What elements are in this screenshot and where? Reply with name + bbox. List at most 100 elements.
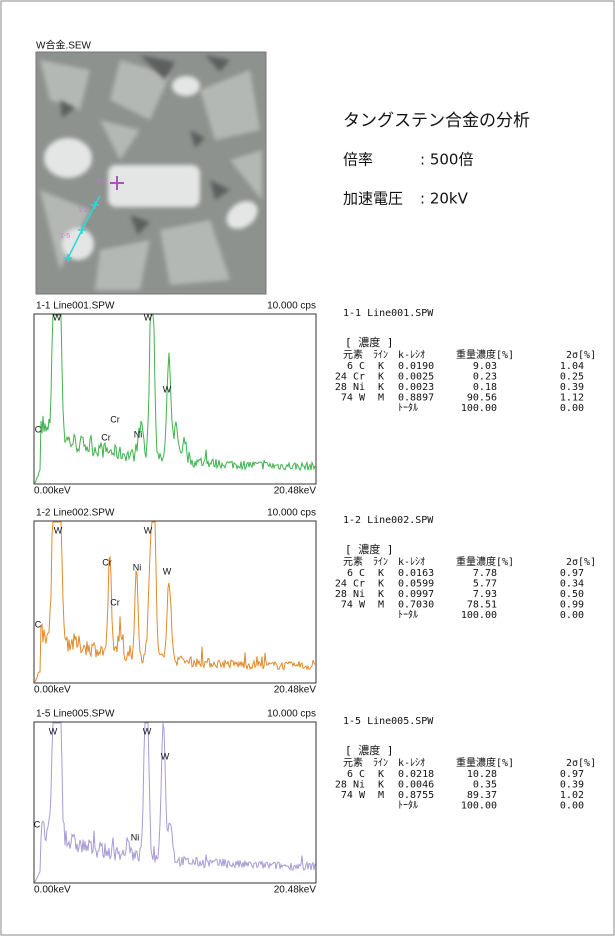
table-cell: 0.23 xyxy=(473,372,497,383)
peak-label: W xyxy=(49,726,58,736)
table-cell: 1.02 xyxy=(560,790,584,801)
peak-label: W xyxy=(144,312,153,322)
table-cell: 9.03 xyxy=(473,361,497,372)
table-cell: 0.97 xyxy=(560,568,584,579)
table-cell: 6 C xyxy=(347,769,365,780)
table-cell: 0.7030 xyxy=(398,600,434,611)
peak-label: C xyxy=(34,819,41,829)
table-cell: 0.0218 xyxy=(398,769,434,780)
total-cell: 0.00 xyxy=(560,801,584,812)
image-label: W合金.SEW xyxy=(36,39,92,52)
table-cell: 28 Ni xyxy=(335,589,365,600)
peak-label: W xyxy=(163,384,172,394)
column-header: 重量濃度[%] xyxy=(456,555,514,568)
spectrum-x-start: 0.00keV xyxy=(34,885,71,896)
peak-label: W xyxy=(161,751,170,761)
peak-label: Cr xyxy=(110,597,120,607)
table-cell: 0.0997 xyxy=(398,589,434,600)
table-cell: 28 Ni xyxy=(335,780,365,791)
table-cell: 90.56 xyxy=(467,393,497,404)
result-heading: [ 濃度 ] xyxy=(345,743,394,757)
column-header: k-ﾚｼｵ xyxy=(398,349,425,361)
table-cell: 0.8897 xyxy=(398,393,434,404)
spectrum-frame xyxy=(34,314,316,484)
peak-label: Ni xyxy=(134,429,143,439)
table-cell: M xyxy=(378,600,384,611)
peak-label: C xyxy=(35,619,42,629)
voltage-label: 加速電圧 xyxy=(343,190,403,208)
column-header: 元素 xyxy=(343,555,363,568)
table-cell: 7.93 xyxy=(473,589,497,600)
table-cell: K xyxy=(378,568,384,579)
total-cell: 100.00 xyxy=(461,403,497,414)
total-cell: 100.00 xyxy=(461,801,497,812)
spectrum-name: 1-5 Line005.SPW xyxy=(36,709,115,720)
column-header: 元素 xyxy=(343,348,363,361)
document-page: W合金.SEW1-11-21-5タングステン合金の分析倍率: 500倍加速電圧:… xyxy=(0,0,615,936)
result-heading: [ 濃度 ] xyxy=(345,542,394,556)
sem-image xyxy=(36,52,266,294)
table-cell: M xyxy=(378,790,384,801)
table-cell: 0.97 xyxy=(560,769,584,780)
spectrum-x-start: 0.00keV xyxy=(34,685,71,696)
table-cell: 24 Cr xyxy=(335,579,365,590)
spectrum-scale: 10.000 cps xyxy=(267,709,316,720)
peak-label: W xyxy=(54,525,63,535)
magnification-value: : 500倍 xyxy=(420,151,473,169)
total-cell: ﾄｰﾀﾙ xyxy=(398,609,418,621)
spectrum-x-start: 0.00keV xyxy=(34,486,71,497)
spectrum-name: 1-2 Line002.SPW xyxy=(36,508,115,519)
result-file: 1-5 Line005.SPW xyxy=(343,716,434,727)
table-cell: 10.28 xyxy=(467,769,497,780)
spectrum-scale: 10.000 cps xyxy=(267,301,316,312)
spectrum-x-end: 20.48keV xyxy=(274,685,317,696)
table-cell: 0.18 xyxy=(473,382,497,393)
table-cell: 1.12 xyxy=(560,393,584,404)
table-cell: K xyxy=(378,769,384,780)
peak-label: W xyxy=(163,566,172,576)
table-cell: 74 W xyxy=(341,393,366,404)
image-marker-label: 1-1 xyxy=(96,178,106,185)
table-cell: 5.77 xyxy=(473,579,497,590)
table-cell: M xyxy=(378,393,384,404)
table-cell: 78.51 xyxy=(467,600,497,611)
column-header: ﾗｲﾝ xyxy=(373,557,388,568)
table-cell: K xyxy=(378,780,384,791)
table-cell: 0.8755 xyxy=(398,790,434,801)
table-cell: 0.35 xyxy=(473,780,497,791)
column-header: ﾗｲﾝ xyxy=(373,758,388,769)
table-cell: 0.99 xyxy=(560,600,584,611)
spectrum-x-end: 20.48keV xyxy=(274,885,317,896)
table-cell: 6 C xyxy=(347,568,365,579)
table-cell: 0.50 xyxy=(560,589,584,600)
table-cell: K xyxy=(378,382,384,393)
column-header: 2σ[%] xyxy=(566,350,596,361)
table-cell: 0.0190 xyxy=(398,361,434,372)
table-cell: 0.39 xyxy=(560,780,584,791)
table-cell: 89.37 xyxy=(467,790,497,801)
table-cell: 0.0163 xyxy=(398,568,434,579)
peak-label: Cr xyxy=(102,557,112,567)
column-header: 2σ[%] xyxy=(566,557,596,568)
image-marker-label: 1-5 xyxy=(60,233,70,240)
column-header: 2σ[%] xyxy=(566,758,596,769)
total-cell: 100.00 xyxy=(461,610,497,621)
table-cell: 7.78 xyxy=(473,568,497,579)
result-heading: [ 濃度 ] xyxy=(345,335,394,349)
peak-label: W xyxy=(53,312,62,322)
voltage-value: : 20kV xyxy=(420,190,469,208)
table-cell: 0.0599 xyxy=(398,579,434,590)
total-cell: ﾄｰﾀﾙ xyxy=(398,800,418,812)
table-cell: K xyxy=(378,589,384,600)
spectrum-name: 1-1 Line001.SPW xyxy=(36,301,115,312)
spectrum-x-end: 20.48keV xyxy=(274,486,317,497)
title: タングステン合金の分析 xyxy=(343,111,530,131)
table-cell: 1.04 xyxy=(560,361,584,372)
column-header: k-ﾚｼｵ xyxy=(398,556,425,568)
table-cell: 0.0023 xyxy=(398,382,434,393)
total-cell: ﾄｰﾀﾙ xyxy=(398,402,418,414)
table-cell: 0.0046 xyxy=(398,780,434,791)
table-cell: K xyxy=(378,579,384,590)
peak-label: Ni xyxy=(131,832,140,842)
total-cell: 0.00 xyxy=(560,610,584,621)
